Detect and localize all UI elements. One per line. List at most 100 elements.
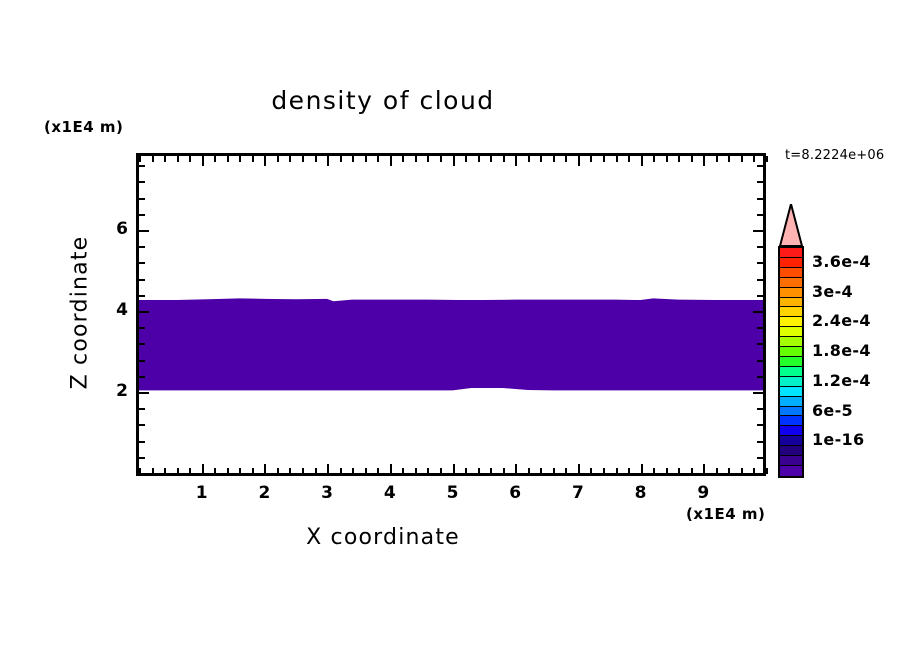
- colorbar-band: [780, 396, 802, 407]
- axis-left-spine: [136, 153, 139, 476]
- x-tick-minor-top: [690, 156, 693, 162]
- x-tick-label: 6: [509, 483, 522, 503]
- x-tick-minor: [377, 468, 380, 474]
- x-tick-major: [264, 464, 267, 474]
- x-tick-minor: [164, 468, 167, 474]
- page-title: density of cloud: [271, 86, 495, 115]
- x-tick-minor: [477, 468, 480, 474]
- x-tick-minor: [715, 468, 718, 474]
- y-tick-minor-right: [757, 456, 763, 459]
- colorbar-band: [780, 327, 802, 338]
- y-tick-major-right: [753, 229, 763, 232]
- colorbar-arrow-triangle: [778, 204, 804, 246]
- plot-area: 1 2 3 4 5 6 7 8 9 2 4 6: [116, 153, 768, 503]
- y-tick-minor: [139, 181, 145, 184]
- x-tick-minor-top: [715, 156, 718, 162]
- y-axis-title: Z coordinate: [67, 235, 93, 390]
- x-tick-minor: [439, 468, 442, 474]
- x-tick-minor-top: [276, 156, 279, 162]
- y-tick-minor: [139, 165, 145, 168]
- x-tick-minor-top: [176, 156, 179, 162]
- x-tick-major: [327, 464, 330, 474]
- y-tick-label: 2: [116, 380, 128, 401]
- x-tick-label: 3: [321, 483, 334, 503]
- x-tick-major-top: [577, 156, 580, 166]
- y-tick-label: 4: [116, 299, 128, 320]
- axis-top-spine: [136, 153, 766, 156]
- x-tick-minor: [615, 468, 618, 474]
- x-tick-minor: [176, 468, 179, 474]
- y-tick-minor-right: [757, 262, 763, 265]
- x-tick-minor: [151, 468, 154, 474]
- colorbar: [778, 204, 804, 479]
- colorbar-band: [780, 347, 802, 357]
- colorbar-tick-label: 6e-5: [812, 400, 853, 420]
- x-tick-label: 5: [446, 483, 459, 503]
- time-annotation: t=8.2224e+06: [785, 148, 885, 163]
- y-tick-minor-right: [757, 359, 763, 362]
- x-tick-major-top: [201, 156, 204, 166]
- y-tick-minor: [139, 294, 145, 297]
- y-tick-major: [139, 391, 149, 394]
- x-tick-minor-top: [239, 156, 242, 162]
- x-tick-major: [640, 464, 643, 474]
- x-tick-major-top: [389, 156, 392, 166]
- colorbar-tick-label: 1e-16: [812, 430, 865, 450]
- x-tick-minor-top: [465, 156, 468, 162]
- x-tick-minor: [490, 468, 493, 474]
- y-tick-minor: [139, 408, 145, 411]
- x-tick-minor: [653, 468, 656, 474]
- colorbar-tick-label: 3e-4: [812, 281, 853, 301]
- x-tick-minor: [289, 468, 292, 474]
- x-tick-minor: [678, 468, 681, 474]
- x-tick-minor: [339, 468, 342, 474]
- x-tick-minor: [189, 468, 192, 474]
- colorbar-band: [780, 456, 802, 466]
- x-tick-minor: [740, 468, 743, 474]
- colorbar-tick-label: 1.2e-4: [812, 370, 871, 390]
- x-tick-label: 8: [634, 483, 647, 503]
- x-tick-minor-top: [314, 156, 317, 162]
- cloud-density-band: [139, 153, 766, 473]
- x-tick-minor-top: [678, 156, 681, 162]
- x-tick-minor: [540, 468, 543, 474]
- colorbar-band: [780, 257, 802, 268]
- x-tick-major-top: [264, 156, 267, 166]
- y-tick-major-right: [753, 391, 763, 394]
- x-tick-minor-top: [753, 156, 756, 162]
- x-tick-minor-top: [540, 156, 543, 162]
- cloud-slab-polygon: [139, 298, 766, 391]
- y-tick-minor-right: [757, 278, 763, 281]
- y-tick-minor-right: [757, 408, 763, 411]
- colorbar-band: [780, 337, 802, 348]
- x-tick-minor: [302, 468, 305, 474]
- x-axis-unit-label: (x1E4 m): [686, 505, 766, 523]
- y-tick-minor: [139, 197, 145, 200]
- y-tick-minor: [139, 456, 145, 459]
- x-tick-minor: [465, 468, 468, 474]
- y-tick-major: [139, 229, 149, 232]
- axis-bottom-spine: [136, 473, 766, 476]
- x-tick-minor: [565, 468, 568, 474]
- x-tick-minor-top: [402, 156, 405, 162]
- x-tick-label: 7: [571, 483, 584, 503]
- x-tick-major-top: [640, 156, 643, 166]
- x-tick-major: [703, 464, 706, 474]
- y-tick-minor: [139, 278, 145, 281]
- cloud-layer-shape: [139, 298, 766, 391]
- x-tick-minor-top: [289, 156, 292, 162]
- x-tick-minor: [527, 468, 530, 474]
- x-tick-minor: [364, 468, 367, 474]
- y-tick-minor-right: [757, 294, 763, 297]
- y-tick-minor: [139, 213, 145, 216]
- colorbar-band: [780, 267, 802, 278]
- y-tick-minor: [139, 343, 145, 346]
- x-tick-minor-top: [302, 156, 305, 162]
- x-tick-minor-top: [565, 156, 568, 162]
- x-tick-minor: [690, 468, 693, 474]
- x-tick-minor-top: [628, 156, 631, 162]
- x-tick-minor-top: [352, 156, 355, 162]
- x-tick-minor: [276, 468, 279, 474]
- x-tick-major-top: [452, 156, 455, 166]
- colorbar-tick-label: 2.4e-4: [812, 311, 871, 331]
